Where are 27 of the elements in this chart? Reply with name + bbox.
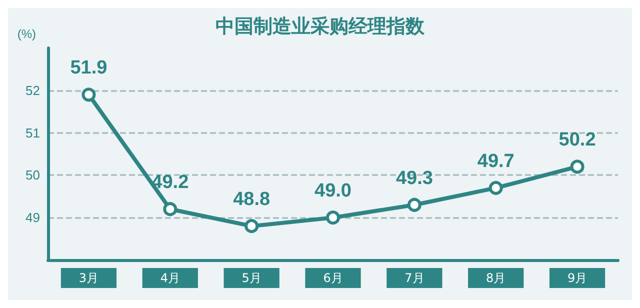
y-tick-label: 50 [26, 168, 40, 183]
y-tick-label: 52 [26, 82, 40, 98]
text: 49.2 [152, 172, 189, 194]
chart-title: 中国制造业采购经理指数 [216, 16, 426, 38]
x-tick-label: 7月 [404, 271, 424, 285]
y-tick-label: 51 [26, 125, 40, 140]
x-tick-label: 9月 [567, 271, 588, 285]
point [244, 219, 259, 234]
x-tick-label: 3月 [78, 271, 99, 285]
point [570, 160, 584, 174]
point [82, 88, 96, 102]
text: 49.7 [477, 150, 514, 172]
text: 49.0 [314, 180, 352, 202]
point [163, 202, 178, 216]
y-axis-title: (%) [17, 27, 36, 41]
point [488, 180, 503, 195]
text: 49.3 [396, 168, 433, 189]
text: 51.9 [70, 58, 108, 79]
y-tick-label: 49 [26, 210, 40, 226]
x-tick-label: 8月 [486, 271, 506, 285]
x-tick-label: 6月 [323, 271, 343, 285]
x-tick-label: 5月 [242, 271, 262, 285]
point [407, 198, 422, 212]
point [326, 210, 340, 225]
text: 50.2 [558, 130, 596, 151]
x-tick-label: 4月 [160, 271, 180, 285]
text: 48.8 [233, 189, 270, 210]
